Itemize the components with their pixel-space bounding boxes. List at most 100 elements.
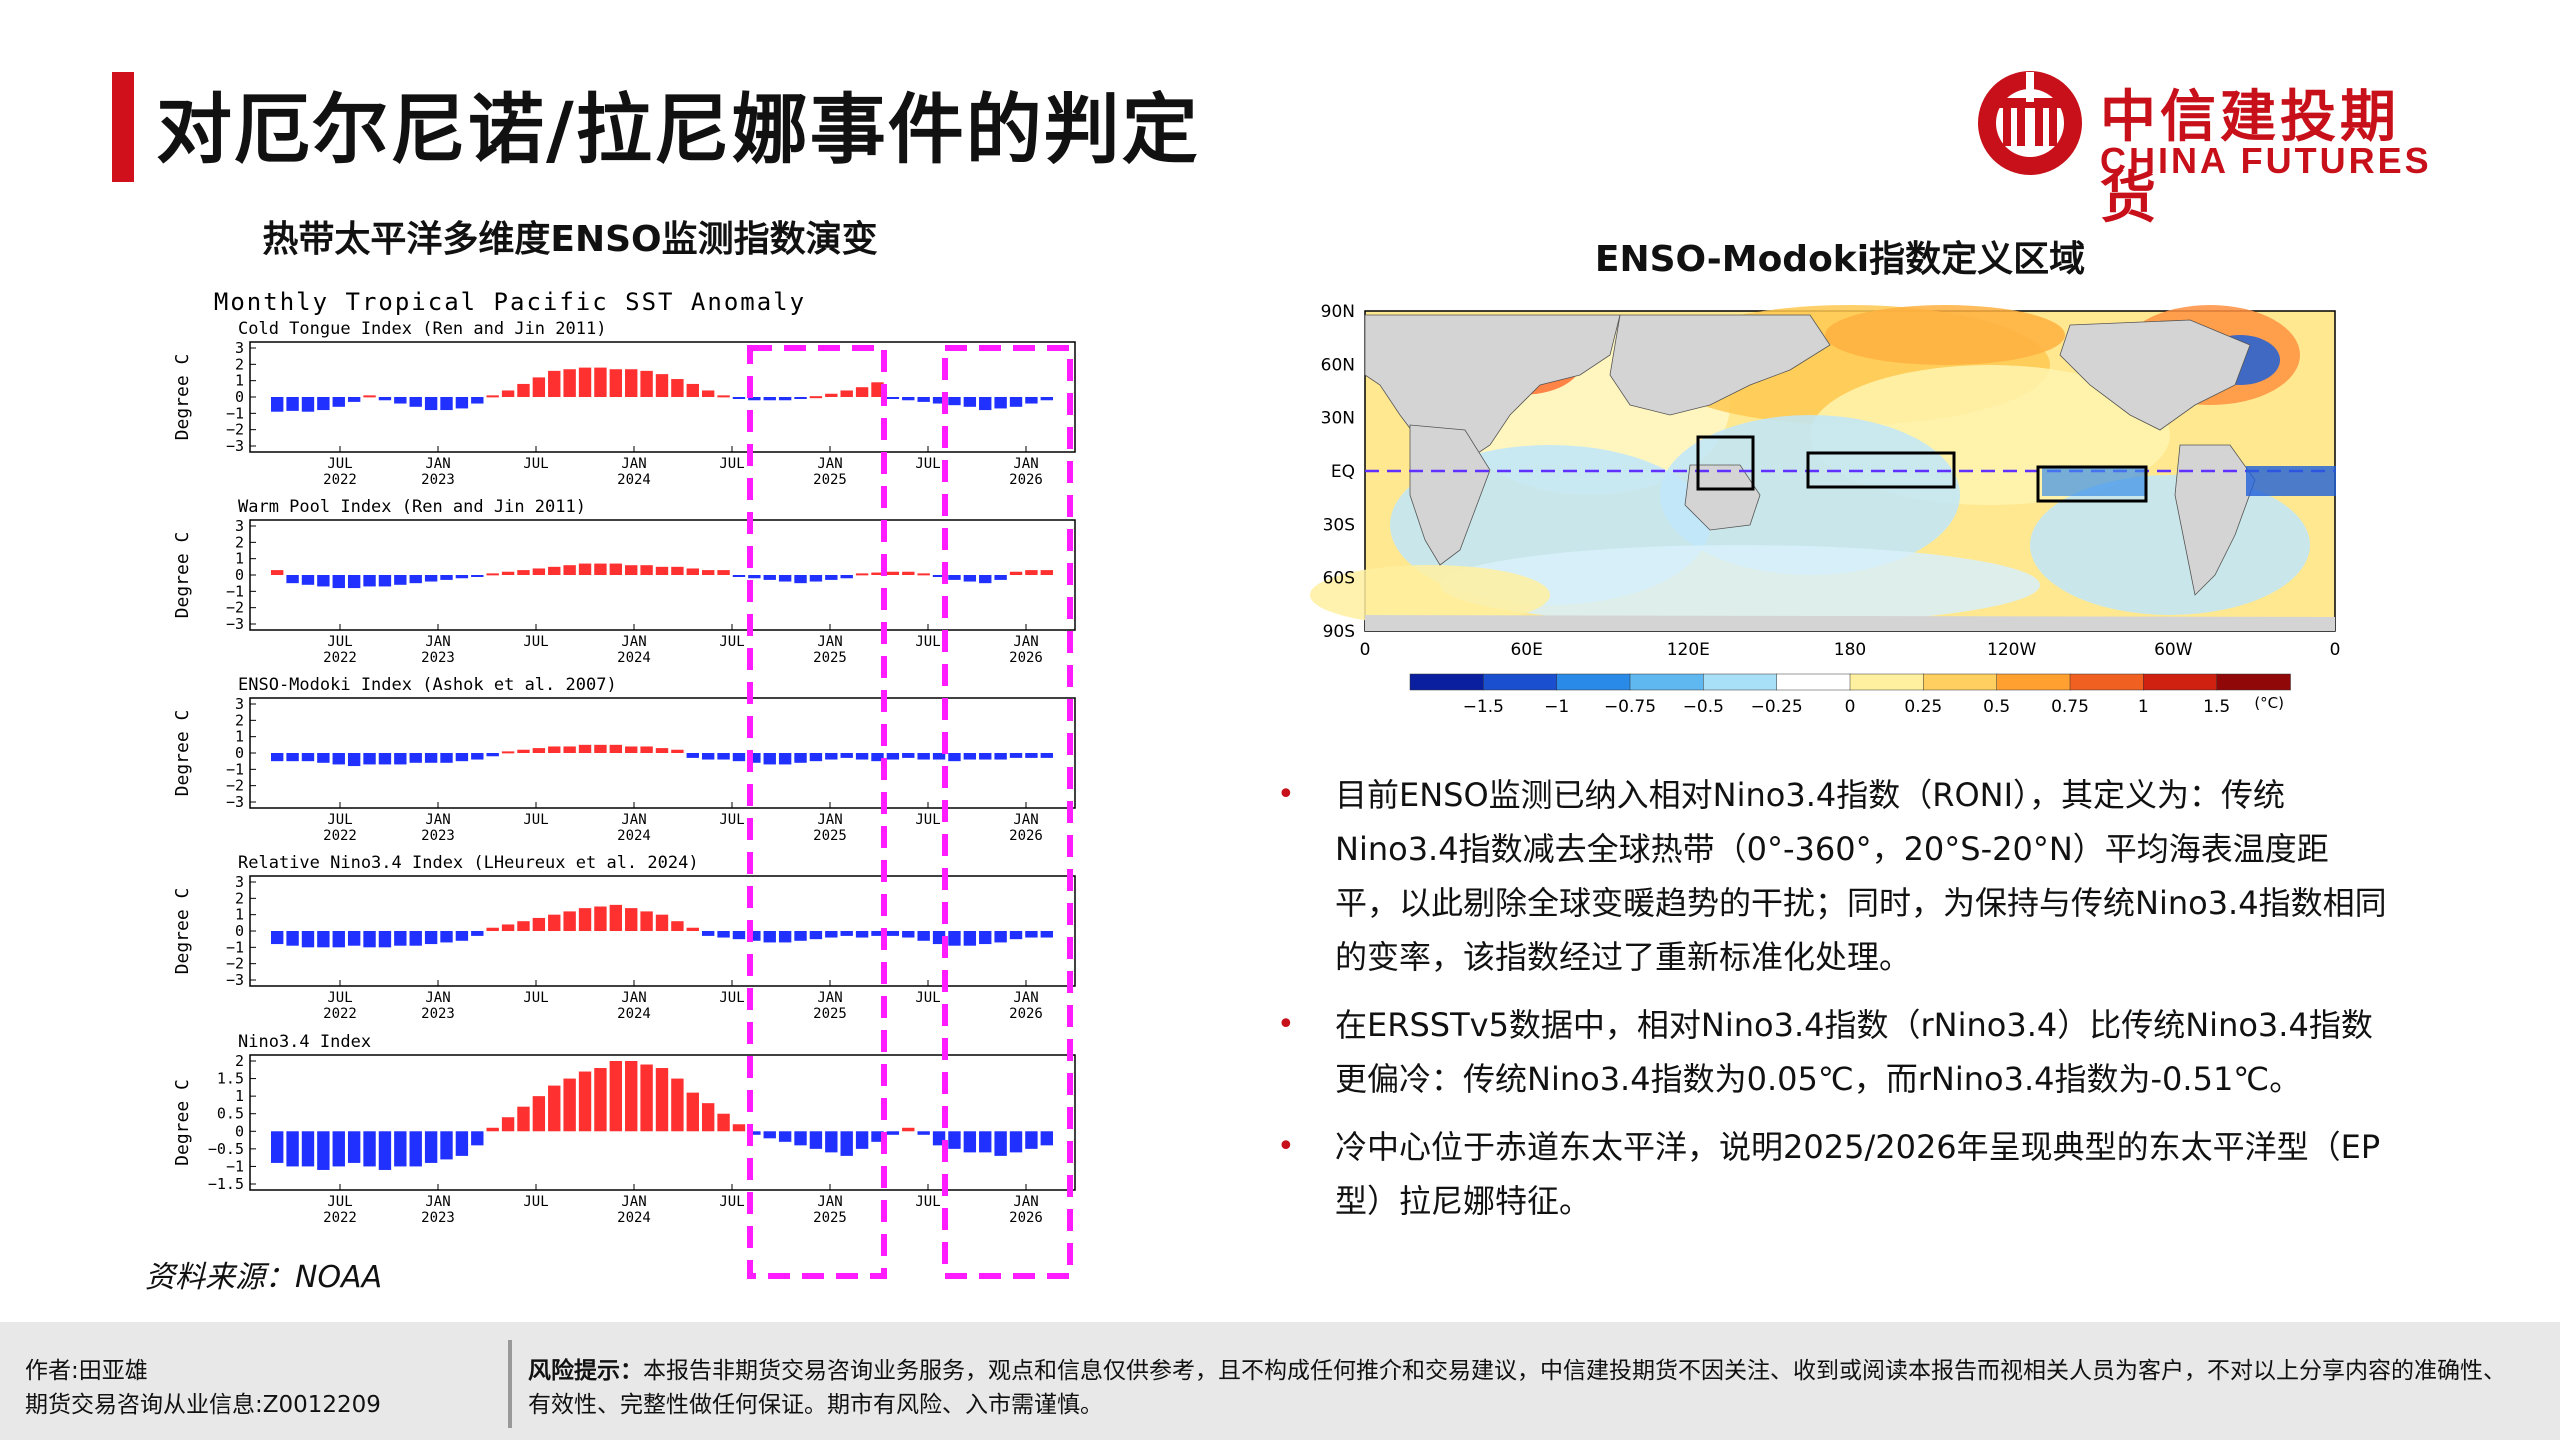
bar <box>625 746 638 753</box>
bar <box>840 931 853 936</box>
x-tick-label: JUL <box>915 1194 940 1210</box>
x-tick-year-label: 2024 <box>617 828 651 844</box>
bar <box>979 575 992 584</box>
bar <box>994 1131 1007 1156</box>
bar <box>855 1131 869 1149</box>
bar <box>640 911 653 931</box>
x-tick-label: JUL <box>915 456 940 472</box>
x-tick-year-label: 2022 <box>323 472 357 488</box>
bar <box>655 374 669 397</box>
bar <box>1040 570 1053 575</box>
author-name: 作者:田亚雄 <box>25 1358 148 1384</box>
x-tick-label: JAN <box>817 1194 842 1210</box>
bar <box>378 1131 392 1170</box>
bar <box>994 397 1007 409</box>
company-logo: 中信建投期货 CHINA FUTURES <box>1975 62 2445 231</box>
x-tick-label: JUL <box>523 634 548 650</box>
modoki-box-west <box>1696 435 1755 491</box>
map-land-south-america <box>2174 444 2256 596</box>
map-lat-label: 90S <box>1323 622 1355 642</box>
bar <box>871 1131 884 1142</box>
bar <box>840 390 853 397</box>
bar <box>548 746 561 753</box>
bar <box>1025 570 1038 575</box>
map-colorbar: −1.5 −1 −0.75 −0.5 −0.25 0 0.25 0.5 0.75 1 1.5 (°C) <box>1409 673 2291 717</box>
bar <box>732 753 746 762</box>
modoki-box-east <box>2036 465 2148 503</box>
x-tick-year-label: 2022 <box>323 1210 357 1226</box>
map-lat-label: 60N <box>1321 355 1355 375</box>
left-chart-heading: 热带太平洋多维度ENSO监测指数演变 <box>262 219 878 260</box>
x-tick-label: JAN <box>817 990 842 1006</box>
x-tick-label: JUL <box>327 456 352 472</box>
panel-title: ENSO-Modoki Index (Ashok et al. 2007) <box>238 675 617 695</box>
bar <box>532 377 546 397</box>
bar <box>424 931 438 945</box>
bar <box>332 931 345 948</box>
y-tick-label: 3 <box>235 873 244 891</box>
bar <box>640 565 653 575</box>
colorbar-tick-label: 1 <box>2138 697 2149 717</box>
x-tick-label: JUL <box>719 634 744 650</box>
bar <box>717 395 730 398</box>
colorbar-segment <box>1409 673 1485 691</box>
map-land-north-america <box>2059 319 2251 431</box>
bar <box>501 571 515 575</box>
colorbar-segment <box>1629 673 1705 691</box>
footer: 作者:田亚雄 期货交易咨询从业信息:Z0012209 风险提示：本报告非期货交易… <box>0 1322 2560 1440</box>
y-tick-label: 0 <box>235 388 244 406</box>
bar <box>517 1106 530 1132</box>
colorbar-tick-label: 1.5 <box>2203 697 2230 717</box>
x-tick-year-label: 2025 <box>813 472 847 488</box>
map-cold-anomaly-patch <box>2246 466 2336 496</box>
colorbar-segment <box>1556 673 1631 691</box>
bar <box>394 753 407 765</box>
bar <box>1009 931 1023 940</box>
bar <box>809 753 823 762</box>
x-tick-year-label: 2026 <box>1009 1210 1043 1226</box>
bar <box>671 921 684 931</box>
bar <box>532 568 546 575</box>
bar <box>701 753 715 760</box>
bar <box>563 369 576 397</box>
bar <box>548 566 561 575</box>
y-tick-label: 1 <box>235 550 244 568</box>
bar <box>640 746 653 753</box>
bar <box>902 1127 915 1132</box>
map-lat-label: 30N <box>1321 409 1355 429</box>
y-tick-label: −3 <box>226 437 244 455</box>
y-tick-label: 1 <box>235 372 244 390</box>
y-axis-label: Degree C <box>172 1079 193 1166</box>
bar <box>902 397 915 401</box>
x-tick-label: JUL <box>523 1194 548 1210</box>
chart-panel: ENSO-Modoki Index (Ashok et al. 2007)321… <box>172 675 1076 844</box>
bar <box>532 1096 546 1132</box>
bar <box>317 1131 330 1170</box>
bar <box>732 575 746 577</box>
chart-panel: Warm Pool Index (Ren and Jin 2011)3210−1… <box>172 497 1076 666</box>
bar <box>994 931 1007 943</box>
x-tick-label: JAN <box>425 456 450 472</box>
x-tick-label: JAN <box>425 634 450 650</box>
x-tick-year-label: 2023 <box>421 650 455 666</box>
bar <box>994 575 1007 580</box>
map-land-asia <box>1609 314 1831 416</box>
bar <box>1040 753 1053 758</box>
bar <box>717 753 730 760</box>
colorbar-segment <box>2069 673 2145 691</box>
map-anomaly-patch <box>1440 545 2040 625</box>
risk-disclaimer: 风险提示：本报告非期货交易咨询业务服务，观点和信息仅供参考，且不构成任何推介和交… <box>528 1354 2528 1422</box>
bar <box>440 397 453 411</box>
bar <box>317 397 330 411</box>
x-tick-label: JUL <box>719 990 744 1006</box>
bar <box>363 395 376 398</box>
bar <box>948 931 961 946</box>
bar <box>563 746 576 753</box>
colorbar-segment <box>2143 673 2218 691</box>
bar <box>317 575 330 587</box>
x-tick-year-label: 2025 <box>813 1006 847 1022</box>
bullet-text: 目前ENSO监测已纳入相对Nino3.4指数（RONI），其定义为：传统Nino… <box>1335 776 2387 976</box>
bar <box>548 914 561 931</box>
colorbar-tick-label: −1.5 <box>1463 697 1504 717</box>
bar <box>317 931 330 948</box>
